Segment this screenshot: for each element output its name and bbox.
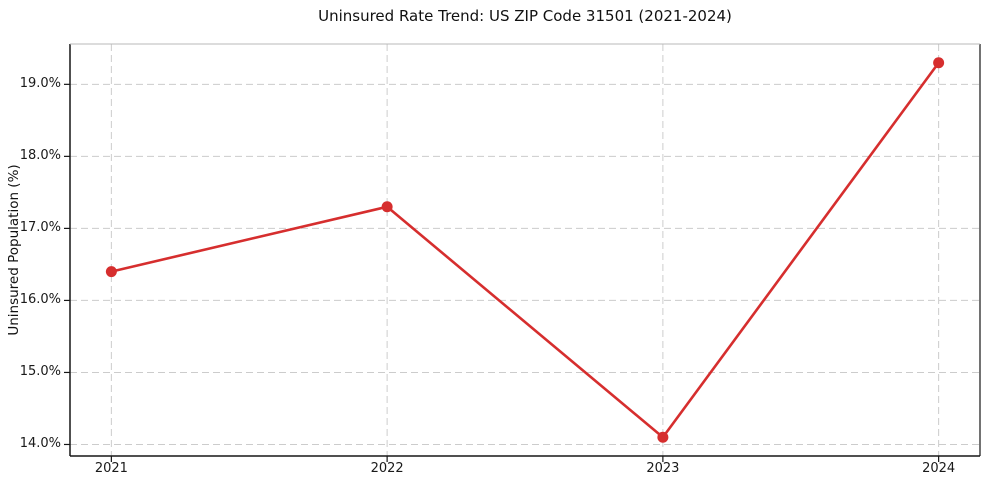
y-tick-label: 18.0% [19, 148, 61, 164]
series-line [110, 61, 940, 439]
data-point-marker [657, 431, 669, 443]
chart-title: Uninsured Rate Trend: US ZIP Code 31501 … [318, 7, 732, 25]
x-tick-label: 2023 [646, 461, 680, 476]
y-tick-label: 16.0% [19, 292, 61, 308]
y-tick-label: 17.0% [19, 220, 61, 236]
x-tick-label: 2024 [922, 461, 956, 476]
y-tick-label: 14.0% [19, 436, 61, 452]
data-point-marker [381, 201, 393, 213]
y-tick-label: 15.0% [19, 364, 61, 380]
y-tick-label: 19.0% [19, 76, 61, 92]
data-point-marker [105, 266, 117, 278]
data-point-marker [933, 57, 945, 69]
x-tick-label: 2022 [370, 461, 404, 476]
x-tick-label: 2021 [94, 461, 128, 476]
